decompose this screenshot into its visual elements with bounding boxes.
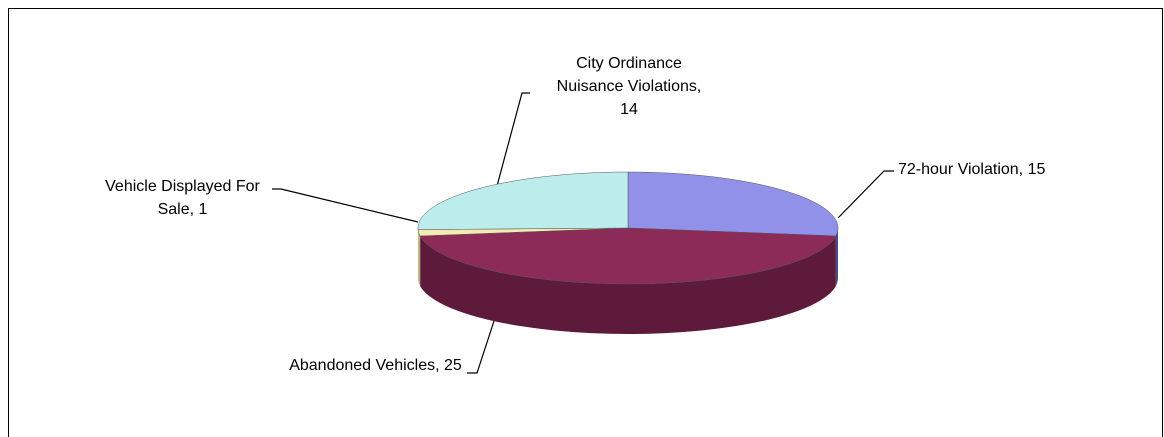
data-label: 72-hour Violation, 15 [898, 161, 1046, 178]
leader-line [467, 317, 496, 374]
pie-slice [627, 171, 839, 237]
pie-slice [417, 171, 629, 230]
data-label: Abandoned Vehicles, 25 [289, 357, 462, 374]
leader-lines [272, 92, 894, 374]
data-label: Vehicle Displayed For Sale, 1 [105, 178, 260, 218]
leader-line [272, 188, 419, 223]
pie-slice-side [418, 229, 421, 286]
pie [417, 171, 839, 334]
pie-slice-side [835, 228, 838, 286]
pie-slice [419, 227, 837, 285]
leader-line [496, 92, 530, 187]
pie-slice-side [420, 235, 836, 334]
leader-line [837, 170, 894, 219]
data-label: City Ordinance Nuisance Violations, 14 [556, 55, 702, 118]
